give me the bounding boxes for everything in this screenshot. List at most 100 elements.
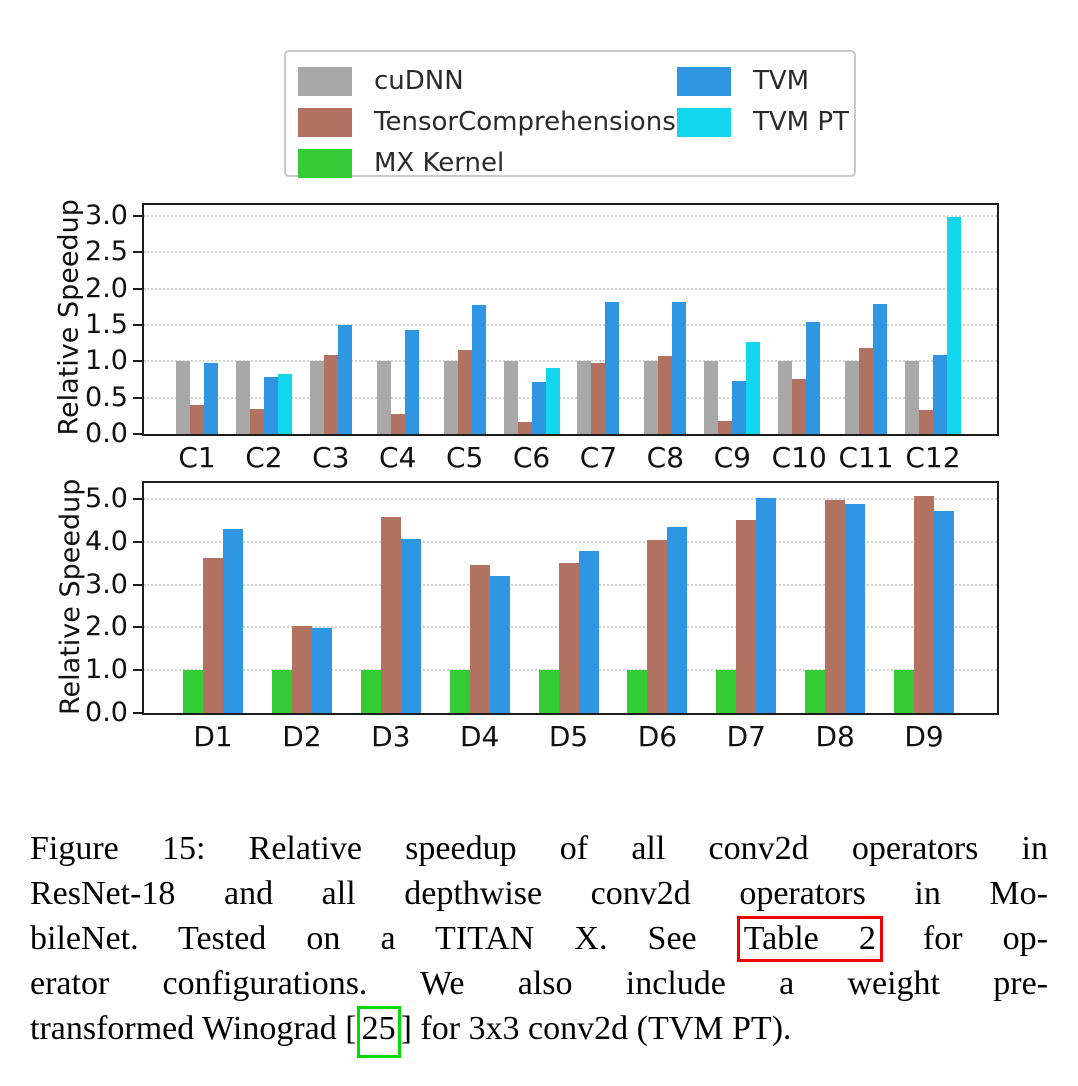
bar-tensorcomprehensions-c9	[718, 420, 733, 434]
bar-tvm-c9	[732, 380, 747, 434]
x-tick-label: D5	[548, 720, 589, 753]
bar-mx-kernel-d3	[360, 670, 381, 713]
gridline	[144, 396, 997, 399]
legend-label-tvm-pt: TVM PT	[753, 107, 849, 137]
bar-tvm-d8	[845, 503, 866, 713]
bar-mx-kernel-d2	[271, 670, 292, 713]
figure-caption: Figure 15: Relative speedup of all conv2…	[30, 826, 1048, 1058]
y-tick-label: 0.0	[85, 418, 128, 449]
bar-tensorcomprehensions-c3	[323, 355, 338, 434]
tvm-pt-swatch-icon	[677, 108, 731, 137]
gridline	[144, 323, 997, 326]
caption-text: ] for 3x3 conv2d (TVM PT).	[400, 1010, 792, 1047]
bar-tensorcomprehensions-c12	[919, 410, 933, 434]
bar-cudnn-c5	[443, 361, 458, 434]
caption-text: for op-	[882, 920, 1048, 957]
bar-tvm-c6	[531, 381, 546, 434]
bar-tvm-d1	[223, 528, 243, 713]
bar-tvm-pt-c12	[947, 217, 961, 434]
mobilenet-depthwise-bar-chart: 0.0 1.0 2.0 3.0 4.0 5.0 D1 D2 D3 D4 D5 D6 D7 D8 D9	[85, 481, 999, 753]
x-tick-label: C7	[579, 441, 618, 474]
gridline	[144, 214, 997, 217]
y-tick-mark	[133, 583, 142, 586]
bar-tvm-d7	[756, 497, 777, 713]
bar-tvm-c8	[672, 301, 687, 434]
legend-label-cudnn: cuDNN	[374, 66, 464, 96]
tensorcomprehensions-swatch-icon	[298, 108, 352, 137]
caption-text: ResNet-18 and all depthwise conv2d opera…	[30, 875, 1048, 912]
y-tick-label: 0.0	[85, 697, 128, 728]
bar-tensorcomprehensions-c5	[457, 350, 472, 434]
bar-tvm-c4	[404, 330, 419, 434]
bar-tensorcomprehensions-c1	[190, 404, 204, 434]
bar-mx-kernel-d5	[538, 670, 559, 713]
bar-tensorcomprehensions-c7	[591, 362, 606, 434]
y-tick-mark	[133, 669, 142, 672]
mx-kernel-swatch-icon	[298, 149, 352, 178]
bar-tvm-c11	[873, 303, 888, 434]
gridline	[144, 540, 997, 543]
legend-item-cudnn: cuDNN	[298, 67, 628, 96]
legend-label-tensorcomprehensions: TensorComprehensions	[374, 107, 676, 137]
resnet-conv2d-bar-chart: 0.0 0.5 1.0 1.5 2.0 2.5 3.0 C1 C2 C3 C4 C5 C6 C7 C8 C9 C…	[85, 200, 999, 474]
bar-mx-kernel-d9	[894, 670, 914, 713]
y-tick-mark	[133, 323, 142, 326]
legend-item-tvm: TVM	[677, 67, 847, 96]
bar-cudnn-c9	[704, 361, 719, 434]
cudnn-swatch-icon	[298, 67, 352, 96]
x-tick-label: D7	[726, 720, 766, 753]
bar-cudnn-c12	[905, 361, 919, 434]
bar-tvm-pt-c6	[545, 367, 560, 434]
legend-label-mx-kernel: MX Kernel	[374, 148, 505, 178]
bar-tvm-c2	[263, 377, 278, 434]
y-tick-label: 1.0	[85, 654, 128, 686]
x-tick-label: D4	[459, 720, 500, 753]
bar-tvm-pt-c9	[746, 342, 761, 434]
bar-cudnn-c1	[176, 361, 190, 434]
bar-tvm-pt-c2	[277, 373, 292, 434]
legend-item-tensorcomprehensions: TensorComprehensions	[298, 108, 676, 137]
y-tick-mark	[133, 626, 142, 629]
x-tick-label: C9	[713, 441, 751, 474]
caption-line: erator configurations. We also include a…	[30, 961, 1048, 1006]
bar-mx-kernel-d4	[449, 670, 470, 713]
tvm-swatch-icon	[677, 67, 731, 96]
bar-tvm-c5	[471, 304, 486, 434]
caption-line: ResNet-18 and all depthwise conv2d opera…	[30, 871, 1048, 916]
x-tick-label: D1	[193, 720, 233, 753]
bar-tensorcomprehensions-d2	[291, 626, 312, 713]
y-tick-mark	[133, 360, 142, 363]
bar-tensorcomprehensions-c8	[658, 356, 673, 434]
y-tick-mark	[133, 433, 142, 435]
bar-mx-kernel-d8	[805, 670, 826, 713]
y-tick-label: 2.0	[85, 611, 128, 643]
y-tick-label: 0.5	[85, 381, 128, 413]
x-tick-label: C11	[838, 441, 894, 474]
bar-cudnn-c4	[376, 361, 391, 434]
y-tick-mark	[133, 251, 142, 254]
bar-tensorcomprehensions-d1	[203, 557, 223, 713]
bar-tvm-c10	[806, 322, 821, 434]
legend-item-tvm-pt: TVM PT	[677, 107, 849, 137]
bar-cudnn-c8	[644, 361, 659, 434]
y-tick-label: 1.0	[85, 345, 128, 377]
x-tick-label: C1	[178, 441, 216, 474]
table-2-reference-link[interactable]: Table 2	[736, 916, 883, 962]
bar-cudnn-c7	[577, 361, 592, 434]
y-tick-label: 1.5	[85, 308, 128, 340]
caption-line: transformed Winograd [25] for 3x3 conv2d…	[30, 1006, 1048, 1058]
bar-cudnn-c6	[503, 361, 518, 434]
bar-tvm-d9	[934, 510, 954, 713]
y-tick-label: 2.0	[85, 272, 128, 304]
bar-tensorcomprehensions-c11	[859, 348, 874, 434]
bar-tvm-c1	[204, 362, 218, 434]
caption-text: Figure 15: Relative speedup of all conv2…	[30, 830, 1048, 867]
y-tick-label: 5.0	[85, 482, 128, 514]
citation-25-reference-link[interactable]: 25	[356, 1006, 401, 1058]
x-tick-label: C12	[905, 441, 961, 474]
x-tick-label: C2	[245, 441, 283, 474]
caption-line: bileNet. Tested on a TITAN X. See Table …	[30, 916, 1048, 962]
y-tick-label: 4.0	[85, 525, 128, 557]
bar-mx-kernel-d1	[183, 670, 203, 713]
